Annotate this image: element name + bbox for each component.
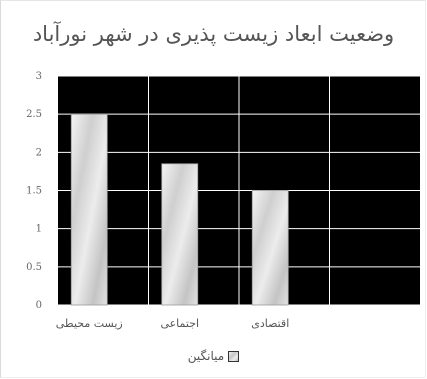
legend: میانگین xyxy=(0,349,427,363)
y-tick-label: 0.5 xyxy=(26,262,42,273)
y-tick-label: 2 xyxy=(36,147,42,158)
bar xyxy=(161,163,199,306)
y-tick-label: 1.5 xyxy=(26,186,42,197)
y-tick-label: 1 xyxy=(36,224,42,235)
legend-swatch xyxy=(228,350,240,362)
x-tick-label: زیست محیطی xyxy=(56,317,123,330)
chart-title: وضعیت ابعاد زیست پذیری در شهر نورآباد xyxy=(32,22,395,46)
y-tick-label: 0 xyxy=(36,300,42,311)
y-tick-label: 2.5 xyxy=(26,109,42,120)
legend-label: میانگین xyxy=(187,349,225,363)
x-tick-label: اقتصادی xyxy=(251,317,289,330)
bar xyxy=(70,113,108,306)
y-tick-label: 3 xyxy=(36,71,42,82)
bar xyxy=(251,190,289,306)
x-tick-label: اجتماعی xyxy=(160,317,199,330)
